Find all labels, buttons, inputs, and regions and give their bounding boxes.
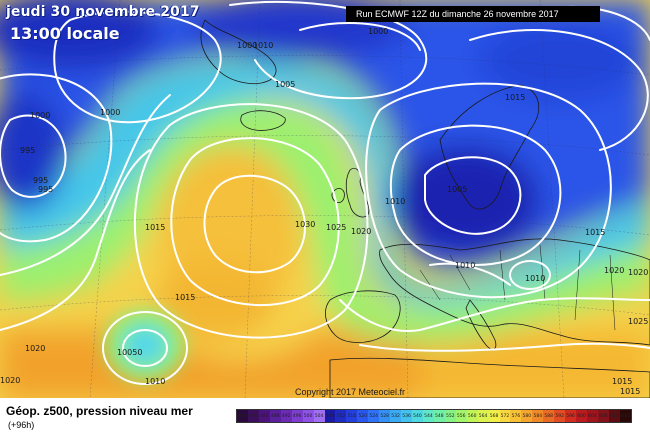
graticule (0, 0, 650, 398)
scale-swatch: 604 (587, 410, 598, 422)
isobar-label: 1020 (0, 376, 20, 385)
color-scale: 476 480 484 488 492 496 500 504 508 512 516 520 524 5… (236, 409, 632, 423)
isobar-label: 10050 (117, 348, 142, 357)
isobar-label: 1025 (326, 223, 346, 232)
scale-swatch: 544 (422, 410, 434, 422)
scale-swatch: 476 (237, 410, 248, 422)
isobar-label: 1015 (145, 223, 165, 232)
copyright-notice: Copyright 2017 Meteociel.fr (295, 387, 406, 397)
isobar-label: 1010 (385, 197, 405, 206)
scale-swatch: 548 (433, 410, 445, 422)
geopotential-field (0, 0, 650, 398)
scale-swatch: 496 (291, 410, 303, 422)
scale-swatch: 608 (597, 410, 609, 422)
isobar-label: 1000 (100, 108, 120, 117)
geopotential-map: 1000 1010 1000 1000 1000 995 995 995 100… (0, 0, 650, 398)
isobar-labels: 1000 1010 1000 1000 1000 995 995 995 100… (0, 27, 648, 396)
scale-swatch: 500 (302, 410, 314, 422)
model-run-banner: Run ECMWF 12Z du dimanche 26 novembre 20… (346, 6, 600, 22)
isobar-label: 1000 (368, 27, 388, 36)
isobar-label: 1010 (525, 274, 545, 283)
scale-swatch: 520 (357, 410, 369, 422)
isobars (0, 0, 650, 385)
isobar-label: 1020 (628, 268, 648, 277)
scale-swatch: 592 (554, 410, 566, 422)
scale-swatch: 540 (412, 410, 423, 422)
isobar-label: 1000 (30, 111, 50, 120)
scale-swatch: 492 (280, 410, 292, 422)
scale-swatch: 596 (565, 410, 577, 422)
scale-swatch: 560 (466, 410, 478, 422)
legend-title: Géop. z500, pression niveau mer (6, 404, 193, 418)
scale-swatch: 532 (390, 410, 402, 422)
isobar-label: 1025 (628, 317, 648, 326)
scale-swatch: 616 (619, 410, 631, 422)
coastlines (200, 19, 650, 398)
scale-swatch: 504 (313, 410, 325, 422)
isobar-label: 1020 (25, 344, 45, 353)
scale-swatch: 588 (543, 410, 555, 422)
scale-swatch: 584 (532, 410, 544, 422)
isobar-label: 1010 (145, 377, 165, 386)
isobar-label: 1015 (505, 93, 525, 102)
forecast-time: 13:00 locale (10, 24, 120, 43)
isobar-label: 995 (20, 146, 35, 155)
isobar-label: 995 (33, 176, 48, 185)
isobar-label: 995 (38, 185, 53, 194)
scale-swatch: 512 (335, 410, 347, 422)
scale-swatch: 564 (477, 410, 489, 422)
scale-swatch: 524 (368, 410, 380, 422)
scale-swatch: 580 (521, 410, 533, 422)
scale-swatch: 508 (324, 410, 336, 422)
scale-swatch: 516 (346, 410, 358, 422)
scale-swatch: 480 (247, 410, 259, 422)
cutoff-low (105, 309, 185, 381)
isobar-label: 1005 (447, 185, 467, 194)
isobar-label: 1020 (351, 227, 371, 236)
scale-swatch: 612 (608, 410, 620, 422)
scale-swatch: 536 (401, 410, 412, 422)
isobar-label: 1010 (455, 261, 475, 270)
scale-swatch: 528 (379, 410, 391, 422)
legend-panel: Géop. z500, pression niveau mer (+96h) 4… (0, 398, 650, 433)
isobar-label: 1015 (620, 387, 640, 396)
isobar-label: 1000 (237, 41, 257, 50)
scale-swatch: 568 (488, 410, 500, 422)
isobar-label: 1015 (585, 228, 605, 237)
scale-swatch: 484 (258, 410, 270, 422)
scale-swatch: 600 (576, 410, 587, 422)
isobar-label: 1005 (275, 80, 295, 89)
isobar-label: 1015 (175, 293, 195, 302)
legend-subtitle: (+96h) (8, 420, 35, 430)
isobar-label: 1030 (295, 220, 315, 229)
scale-swatch: 488 (269, 410, 281, 422)
scale-swatch: 556 (455, 410, 467, 422)
forecast-date: jeudi 30 novembre 2017 (6, 4, 200, 20)
scale-swatch: 552 (444, 410, 456, 422)
isobar-label: 1015 (612, 377, 632, 386)
scale-swatch: 572 (499, 410, 511, 422)
scale-swatch: 576 (510, 410, 522, 422)
isobar-label: 1020 (604, 266, 624, 275)
isobar-label: 1010 (253, 41, 273, 50)
